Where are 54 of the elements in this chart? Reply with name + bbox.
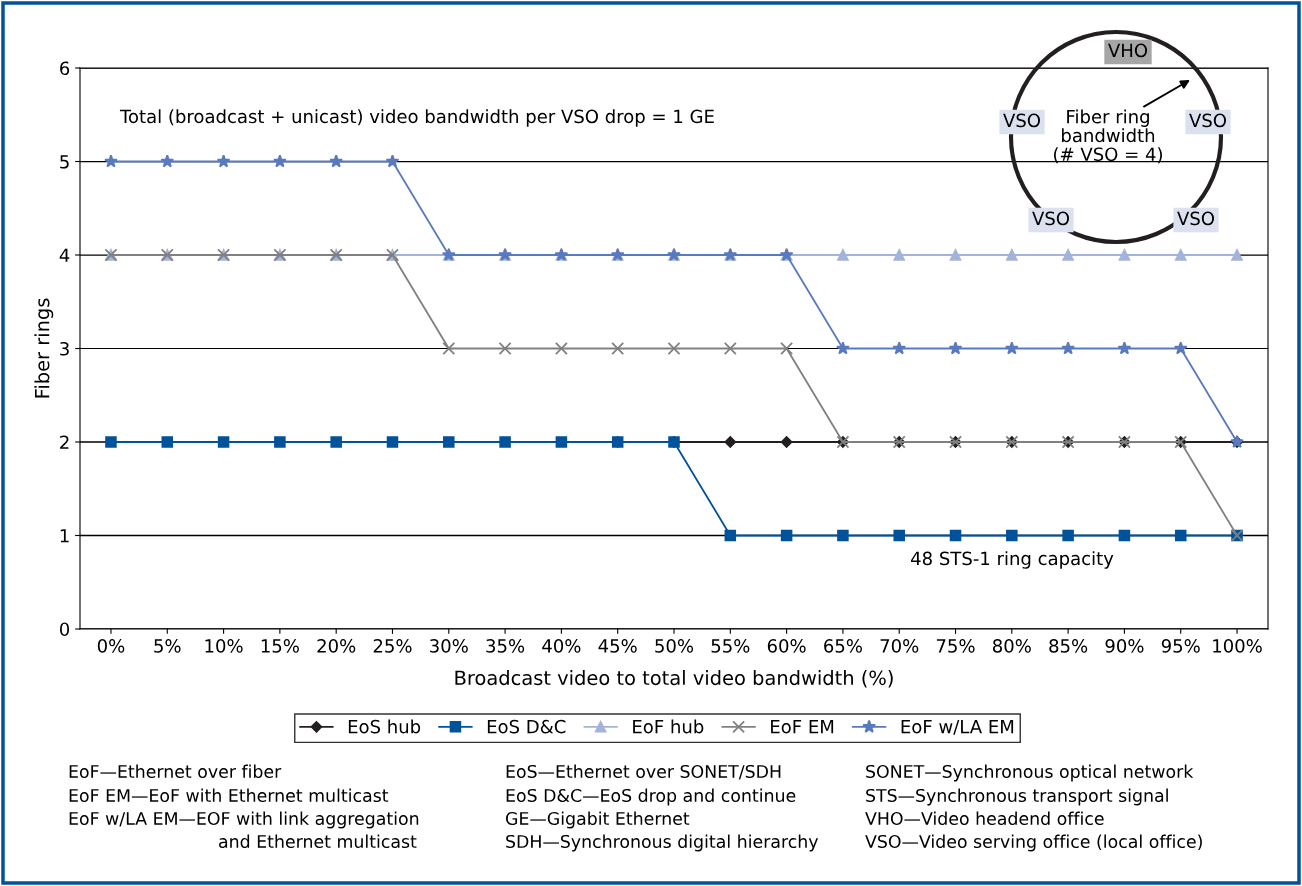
x-tick-label: 0% [97, 639, 125, 653]
y-tick-label: 2 [60, 435, 69, 449]
text: VHO [1108, 43, 1148, 58]
legend-label: EoF hub [633, 719, 704, 734]
legend-label: EoS hub [348, 719, 421, 734]
text: EoS D&C—EoS drop and continue [506, 788, 796, 806]
x-tick-label: 80% [992, 639, 1031, 653]
legend-label: EoS D&C [487, 719, 566, 734]
annotation: VSO [1189, 113, 1226, 128]
x-tick-label: 90% [1105, 639, 1144, 653]
text: STS—Synchronous transport signal [866, 788, 1168, 806]
y-tick-label: 0 [59, 622, 70, 637]
text: EoS—Ethernet over SONET/SDH [506, 764, 781, 780]
legend-label: EoF w/LA EM [901, 720, 1014, 735]
y-tick-label: 6 [60, 61, 70, 76]
x-tick-label: 60% [767, 639, 806, 653]
x-tick-label: 15% [261, 639, 299, 653]
text: VSO—Video serving office (local office) [865, 834, 1202, 852]
annotation: VSO [1032, 211, 1069, 226]
annotation: Fiber ring bandwidth (# VSO = 4) [1054, 109, 1162, 164]
text: EoF—Ethernet over fiber [69, 764, 282, 779]
annotation: 48 STS-1 ring capacity [911, 551, 1114, 569]
legend-label: EoF EM [771, 720, 834, 734]
x-tick-label: 85% [1049, 639, 1088, 653]
x-tick-label: 75% [936, 639, 975, 653]
x-tick-label: 30% [430, 639, 468, 653]
x-tick-label: 35% [486, 639, 525, 653]
x-tick-label: 20% [317, 639, 356, 653]
x-tick-label: 5% [154, 639, 181, 653]
x-tick-label: 25% [373, 639, 412, 653]
y-tick-label: 4 [59, 248, 70, 262]
text: VHO—Video headend office [865, 811, 1104, 826]
text: EoF EM—EoF with Ethernet multicast [69, 788, 389, 803]
y-tick-label: 1 [60, 529, 69, 543]
x-tick-label: 100% [1213, 639, 1262, 653]
x-tick-label: 55% [711, 639, 750, 653]
x-tick-label: 10% [205, 639, 243, 653]
text: GE—Gigabit Ethernet [505, 811, 690, 829]
x-tick-label: 45% [598, 639, 637, 653]
x-tick-label: 95% [1161, 639, 1200, 653]
text: SONET—Synchronous optical network [866, 764, 1194, 782]
x-tick-label: 70% [880, 639, 919, 653]
y-axis-title: Fiber rings [34, 298, 54, 398]
annotation: VSO [1177, 211, 1214, 226]
x-tick-label: 65% [824, 639, 862, 653]
x-axis-title: Broadcast video to total video bandwidth (%) [455, 670, 893, 688]
annotation: Total (broadcast + unicast) video bandwidth per VSO drop = 1 GE [119, 109, 714, 127]
y-tick-label: 5 [60, 155, 69, 169]
x-tick-label: 40% [542, 639, 581, 653]
y-tick-label: 3 [60, 341, 69, 356]
text: EoF w/LA EM—EOF with link aggregation and Ethernet multicast [69, 811, 419, 849]
annotation: VSO [1003, 113, 1040, 128]
text: SDH—Synchronous digital hierarchy [506, 834, 819, 852]
x-tick-label: 50% [655, 639, 694, 653]
